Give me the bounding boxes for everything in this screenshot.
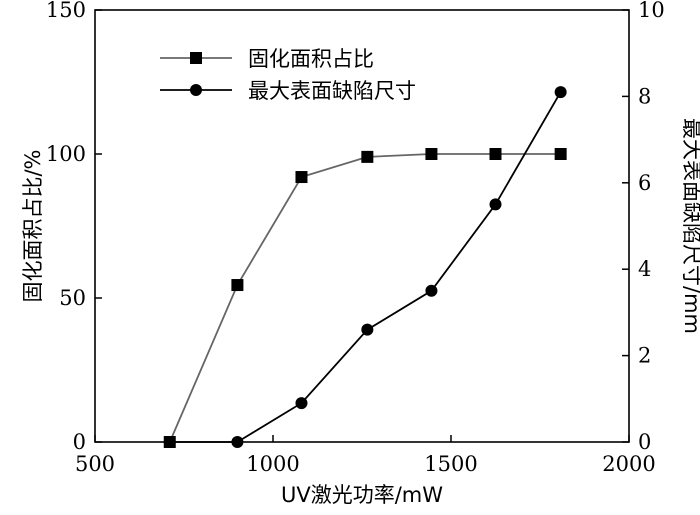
legend-label-area-ratio: 固化面积占比 (248, 47, 374, 71)
data-point-square (554, 148, 567, 160)
data-point-square (361, 150, 374, 163)
legend-marker-square (190, 52, 202, 64)
left-y-tick-label: 0 (73, 430, 86, 454)
right-y-tick-label: 4 (638, 257, 651, 281)
left-y-tick-label: 150 (46, 0, 86, 22)
data-point-square (295, 171, 308, 184)
series (163, 86, 567, 448)
right-y-tick-label: 10 (638, 0, 665, 22)
data-point-circle (425, 284, 438, 297)
legend-marker-circle (190, 84, 202, 96)
left-y-tick-label: 50 (59, 286, 86, 310)
data-point-square (489, 148, 502, 160)
data-point-circle (489, 198, 502, 211)
data-point-circle (163, 436, 176, 448)
legend-label-defect-size: 最大表面缺陷尺寸 (248, 79, 416, 103)
left-y-tick-label: 100 (46, 142, 86, 166)
x-tick-label: 500 (75, 452, 115, 476)
data-point-square (425, 148, 438, 160)
series-line-1 (168, 153, 561, 443)
right-y-tick-label: 0 (638, 430, 651, 454)
x-tick-label: 1000 (246, 452, 299, 476)
right-axis-title: 最大表面缺陷尺寸/mm (680, 118, 700, 334)
right-y-tick-label: 6 (638, 171, 651, 195)
data-point-circle (554, 86, 567, 99)
x-tick-label: 1500 (424, 452, 477, 476)
plot-frame (94, 9, 630, 443)
data-point-circle (231, 436, 244, 448)
x-tick-label: 2000 (602, 452, 655, 476)
right-y-tick-label: 8 (638, 84, 651, 108)
legend: 固化面积占比 最大表面缺陷尺寸 (160, 47, 416, 103)
data-point-square (231, 279, 244, 292)
data-point-circle (361, 323, 374, 336)
data-point-circle (295, 397, 308, 410)
series-line-2 (169, 91, 562, 443)
x-axis-title: UV激光功率/mW (281, 483, 443, 507)
right-y-tick-label: 2 (638, 344, 651, 368)
left-axis-title: 固化面积占比/% (21, 149, 45, 302)
